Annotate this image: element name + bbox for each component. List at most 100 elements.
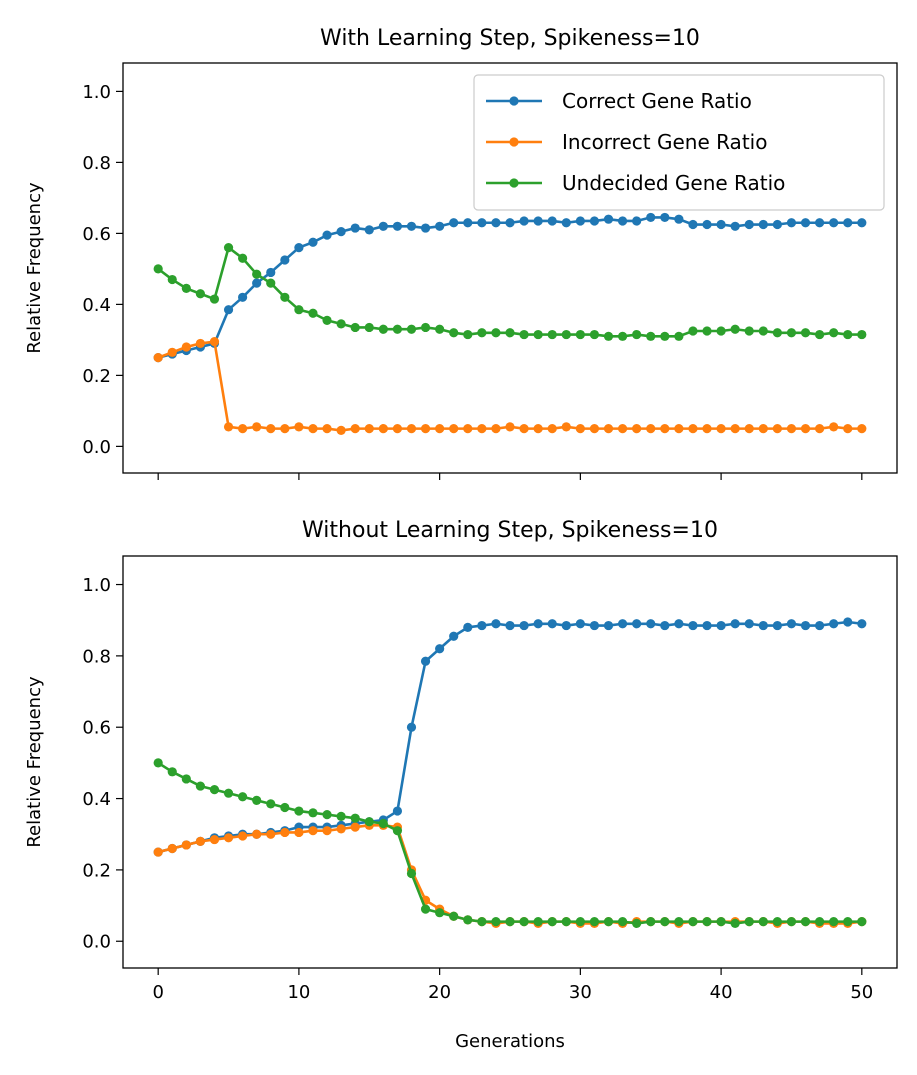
data-point [646,619,656,629]
data-point [322,424,332,434]
data-point [815,218,825,228]
data-point [238,292,248,302]
data-point [322,810,332,820]
data-point [617,619,628,629]
data-point [688,620,698,631]
data-point [364,817,374,827]
data-point [223,305,234,315]
data-point [547,619,557,629]
data-point [167,347,177,357]
data-point [195,289,205,299]
data-point [603,424,614,434]
data-point [617,424,628,434]
data-point [266,267,276,278]
data-point [857,329,867,340]
data-point [632,216,642,226]
data-point [815,620,825,631]
data-point [519,917,529,927]
data-point [547,917,557,927]
data-point [786,218,797,228]
data-point [786,328,797,338]
data-point [547,424,557,434]
data-point [589,620,600,631]
data-point [702,620,712,631]
data-point [477,917,487,927]
data-point [406,221,417,231]
legend-marker [509,96,519,106]
data-point [730,918,740,929]
ytick-label: 0.2 [82,860,111,881]
data-point [758,219,768,230]
ytick-label: 0.0 [82,437,111,458]
data-point [406,868,417,879]
data-point [308,808,318,818]
data-point [815,329,825,340]
data-point [252,278,262,288]
data-point [800,328,811,338]
data-point [280,255,290,265]
data-point [800,917,811,927]
data-point [505,620,515,631]
data-point [815,424,825,434]
data-point [702,326,712,336]
data-point [505,422,515,432]
bottom-plot-marks [153,617,867,929]
data-point [266,829,276,839]
data-point [294,422,304,432]
data-point [435,908,445,918]
data-point [238,253,248,263]
data-point [646,212,656,223]
data-point [294,827,304,838]
series-3 [153,758,867,929]
data-point [829,328,839,338]
data-point [336,319,346,329]
data-point [519,424,529,434]
data-point [744,424,754,434]
data-point [505,218,515,228]
legend-entry: Correct Gene Ratio [486,89,752,113]
ytick-label: 1.0 [82,575,111,596]
legend-box [473,74,885,211]
data-point [223,833,234,843]
data-point [589,329,600,340]
data-point [167,843,177,854]
data-point [603,917,614,927]
data-point [420,424,431,434]
data-point [195,836,205,846]
data-point [420,223,431,233]
data-point [449,911,459,921]
data-point [449,328,459,338]
data-point [843,424,853,434]
data-point [800,218,811,228]
bottom-subplot: Without Learning Step, Spikeness=10 Rela… [24,518,898,1052]
ytick-label: 1.0 [82,82,111,103]
data-point [308,308,318,318]
data-point [758,326,768,336]
data-point [252,269,262,279]
data-point [406,722,417,732]
data-point [280,424,290,434]
data-point [280,292,290,302]
series-2 [153,337,867,435]
data-point [561,329,571,340]
data-point [181,840,191,850]
data-point [660,424,670,434]
data-point [772,424,782,434]
data-point [688,219,698,230]
data-point [632,918,642,929]
data-point [364,424,374,434]
data-point [744,917,754,927]
data-point [730,619,740,629]
data-point [449,218,459,228]
data-point [238,792,248,802]
data-point [815,917,825,927]
data-point [843,917,853,927]
data-point [786,619,797,629]
ytick-label: 0.8 [82,646,111,667]
data-point [322,315,332,325]
data-point [392,221,403,231]
data-point [843,218,853,228]
data-point [772,219,782,230]
data-point [716,917,726,927]
legend-label: Incorrect Gene Ratio [562,130,767,154]
